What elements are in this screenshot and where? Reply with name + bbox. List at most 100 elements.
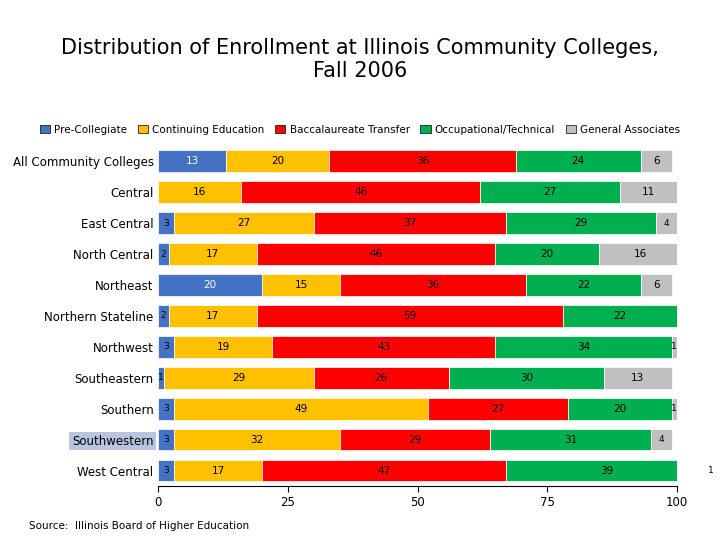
Bar xyxy=(505,460,708,481)
Bar xyxy=(158,367,163,389)
Bar xyxy=(428,398,568,420)
Bar xyxy=(272,336,495,357)
Text: 36: 36 xyxy=(426,280,440,290)
Text: 1: 1 xyxy=(708,466,714,475)
Bar xyxy=(158,429,174,450)
Bar xyxy=(651,429,672,450)
Text: 36: 36 xyxy=(416,156,429,166)
Text: 20: 20 xyxy=(613,404,626,414)
Bar xyxy=(672,336,677,357)
Legend: Pre-Collegiate, Continuing Education, Baccalaureate Transfer, Occupational/Techn: Pre-Collegiate, Continuing Education, Ba… xyxy=(40,125,680,134)
Bar xyxy=(257,243,495,265)
Bar xyxy=(516,151,641,172)
Text: 3: 3 xyxy=(163,404,169,413)
Text: 31: 31 xyxy=(564,435,577,444)
Text: Distribution of Enrollment at Illinois Community Colleges,
Fall 2006: Distribution of Enrollment at Illinois C… xyxy=(61,38,659,81)
Text: 22: 22 xyxy=(577,280,590,290)
Text: 37: 37 xyxy=(403,218,416,228)
Text: 20: 20 xyxy=(271,156,284,166)
Bar xyxy=(340,274,526,296)
Bar xyxy=(174,336,272,357)
Bar xyxy=(158,460,174,481)
Bar xyxy=(158,212,174,234)
Text: 39: 39 xyxy=(600,465,613,476)
Text: 1: 1 xyxy=(671,404,677,413)
Text: 4: 4 xyxy=(658,435,664,444)
Bar xyxy=(257,305,563,327)
Bar xyxy=(262,274,340,296)
Text: 11: 11 xyxy=(642,187,655,197)
Text: 30: 30 xyxy=(520,373,533,383)
Bar xyxy=(495,243,599,265)
Text: 17: 17 xyxy=(206,249,220,259)
Text: 17: 17 xyxy=(206,311,220,321)
Text: 1: 1 xyxy=(671,342,677,352)
Text: 16: 16 xyxy=(634,249,647,259)
Text: Source:  Illinois Board of Higher Education: Source: Illinois Board of Higher Educati… xyxy=(29,521,249,531)
Text: 3: 3 xyxy=(163,466,169,475)
Text: 20: 20 xyxy=(204,280,217,290)
Bar xyxy=(505,212,656,234)
Text: 32: 32 xyxy=(251,435,264,444)
Bar xyxy=(158,151,226,172)
Bar xyxy=(641,274,672,296)
Text: 6: 6 xyxy=(653,280,660,290)
Text: 46: 46 xyxy=(354,187,367,197)
Bar xyxy=(708,460,713,481)
Bar xyxy=(168,243,257,265)
Bar xyxy=(340,429,490,450)
Text: 27: 27 xyxy=(491,404,505,414)
Bar xyxy=(656,212,677,234)
Text: 3: 3 xyxy=(163,435,169,444)
Bar xyxy=(158,181,241,203)
Bar xyxy=(480,181,620,203)
Text: 22: 22 xyxy=(613,311,626,321)
Bar xyxy=(599,243,682,265)
Text: 13: 13 xyxy=(631,373,644,383)
Bar xyxy=(158,274,262,296)
Text: 3: 3 xyxy=(163,219,169,228)
Bar xyxy=(158,305,168,327)
Bar xyxy=(641,151,672,172)
Text: 24: 24 xyxy=(572,156,585,166)
Text: 47: 47 xyxy=(377,465,390,476)
Bar xyxy=(568,398,672,420)
Bar xyxy=(604,367,672,389)
Text: 20: 20 xyxy=(541,249,554,259)
Bar xyxy=(314,212,505,234)
Text: 15: 15 xyxy=(294,280,307,290)
Bar xyxy=(174,429,340,450)
Text: 4: 4 xyxy=(664,219,670,228)
Text: 1: 1 xyxy=(158,373,164,382)
Bar xyxy=(168,305,257,327)
Bar xyxy=(526,274,641,296)
Text: 27: 27 xyxy=(238,218,251,228)
Bar xyxy=(563,305,677,327)
Bar xyxy=(672,398,677,420)
Text: 49: 49 xyxy=(294,404,307,414)
Bar xyxy=(330,151,516,172)
Text: 17: 17 xyxy=(212,465,225,476)
Bar xyxy=(495,336,672,357)
Bar xyxy=(163,367,314,389)
Bar xyxy=(241,181,480,203)
Text: 26: 26 xyxy=(374,373,388,383)
Bar xyxy=(620,181,677,203)
Text: 16: 16 xyxy=(193,187,207,197)
Text: 27: 27 xyxy=(543,187,557,197)
Bar xyxy=(262,460,505,481)
Bar xyxy=(158,336,174,357)
Text: 29: 29 xyxy=(575,218,588,228)
Text: 46: 46 xyxy=(369,249,383,259)
Bar xyxy=(449,367,604,389)
Text: 43: 43 xyxy=(377,342,390,352)
Text: 29: 29 xyxy=(232,373,246,383)
Bar xyxy=(174,398,428,420)
Bar xyxy=(174,212,314,234)
Bar xyxy=(314,367,449,389)
Bar xyxy=(490,429,651,450)
Text: 2: 2 xyxy=(161,312,166,320)
Text: 29: 29 xyxy=(408,435,422,444)
Bar xyxy=(158,243,168,265)
Text: 13: 13 xyxy=(186,156,199,166)
